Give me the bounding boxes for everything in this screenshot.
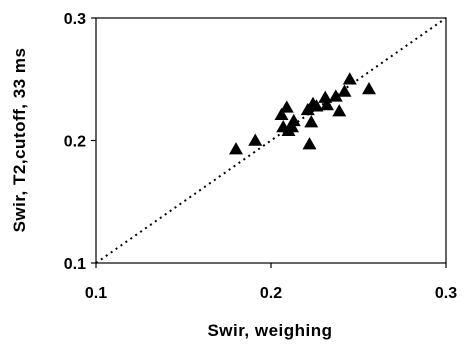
y-tick-label: 0.1 [64,256,86,273]
data-point [304,115,319,128]
data-point [320,97,334,111]
x-axis-title: Swir, weighing [207,321,332,340]
x-tick-label: 0.3 [435,285,457,302]
data-point [332,104,347,117]
data-point [274,107,289,121]
data-point [279,100,294,113]
y-tick-label: 0.3 [64,11,86,28]
data-point [362,82,376,95]
y-axis-ticks: 0.1 0.2 0.3 [64,11,96,273]
data-point [328,89,343,102]
y-tick-label: 0.2 [64,134,86,151]
data-point [286,113,301,127]
x-tick-label: 0.1 [85,285,107,302]
data-point [229,142,243,155]
data-point [337,84,352,97]
data-point [309,99,324,112]
data-point [248,133,263,146]
y-axis-title: Swir, T2,cutoff, 33 ms [10,48,29,233]
data-point [318,90,333,103]
data-point [302,137,317,150]
x-axis-ticks: 0.1 0.2 0.3 [85,263,457,302]
x-tick-label: 0.2 [260,285,282,302]
data-point [342,72,357,85]
plot-area [95,17,447,264]
data-points [229,72,376,155]
